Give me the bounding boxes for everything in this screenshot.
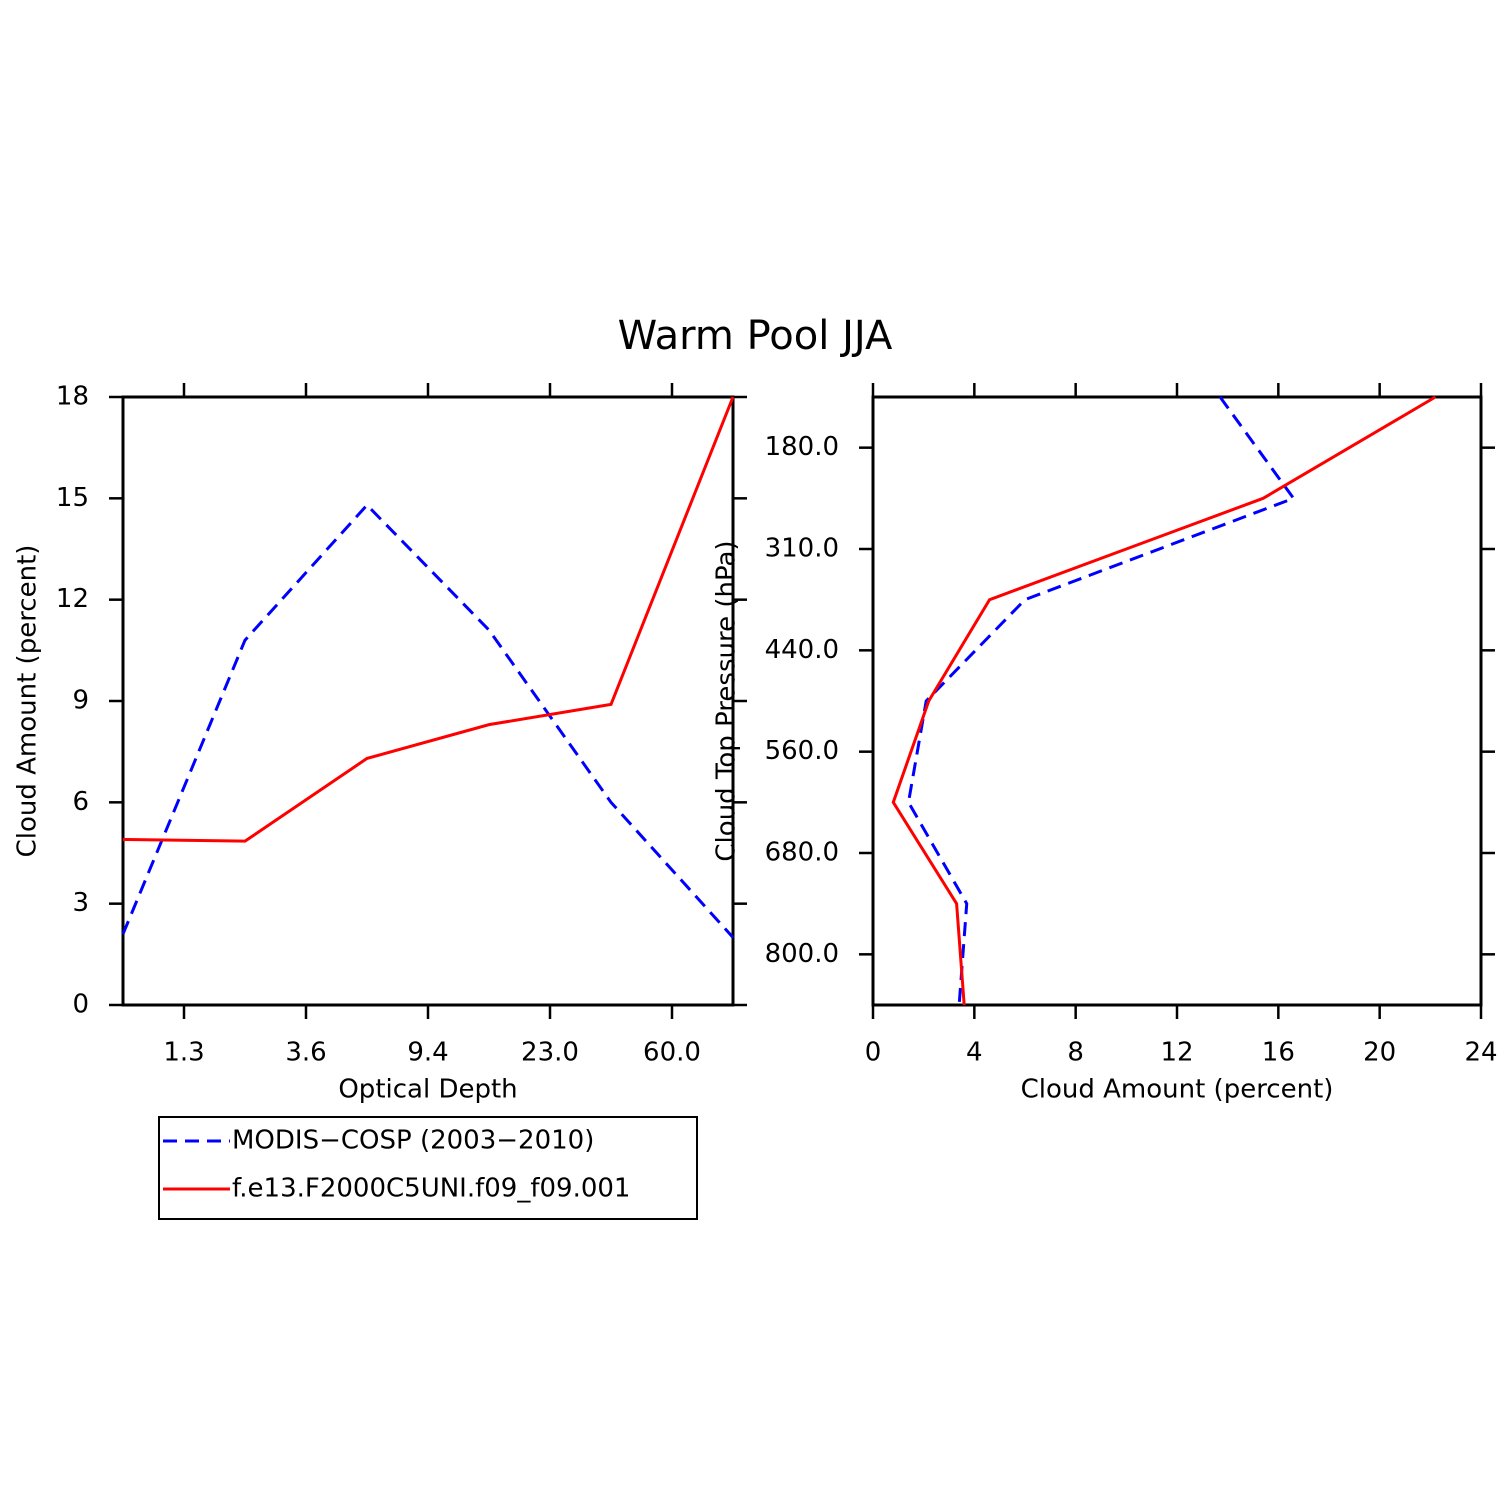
y-tick-label: 440.0 [765,635,839,665]
series-line [891,395,1437,1006]
y-tick-label: 6 [72,787,89,817]
x-tick-label: 16 [1262,1038,1295,1068]
x-tick-label: 1.3 [163,1038,204,1068]
y-tick-label: 560.0 [765,736,839,766]
x-tick-label: 9.4 [407,1038,448,1068]
x-axis-label: Cloud Amount (percent) [1021,1075,1334,1105]
series-line [906,396,1296,1006]
y-tick-label: 180.0 [765,432,839,462]
x-tick-label: 0 [865,1038,882,1068]
x-tick-label: 3.6 [285,1038,326,1068]
legend-box [158,1116,698,1220]
y-tick-label: 800.0 [765,939,839,969]
y-axis-label: Cloud Amount (percent) [13,545,43,858]
y-axis-label: Cloud Top Pressure (hPa) [712,540,742,861]
x-tick-label: 60.0 [643,1038,701,1068]
legend-label: MODIS−COSP (2003−2010) [232,1126,594,1156]
y-tick-label: 9 [72,686,89,716]
x-tick-label: 8 [1067,1038,1084,1068]
x-tick-label: 23.0 [521,1038,579,1068]
x-tick-label: 24 [1464,1038,1497,1068]
y-tick-label: 3 [72,888,89,918]
y-tick-label: 12 [56,584,89,614]
x-tick-label: 4 [966,1038,983,1068]
x-tick-label: 12 [1160,1038,1193,1068]
x-tick-label: 20 [1363,1038,1396,1068]
chart-title: Warm Pool JJA [618,313,893,359]
y-tick-label: 18 [56,382,89,412]
y-tick-label: 15 [56,483,89,513]
series-line [121,502,735,939]
y-tick-label: 680.0 [765,838,839,868]
x-axis-label: Optical Depth [338,1075,517,1105]
y-tick-label: 310.0 [765,534,839,564]
series-line [122,396,735,843]
legend-label: f.e13.F2000C5UNI.f09_f09.001 [232,1174,630,1204]
y-tick-label: 0 [72,990,89,1020]
